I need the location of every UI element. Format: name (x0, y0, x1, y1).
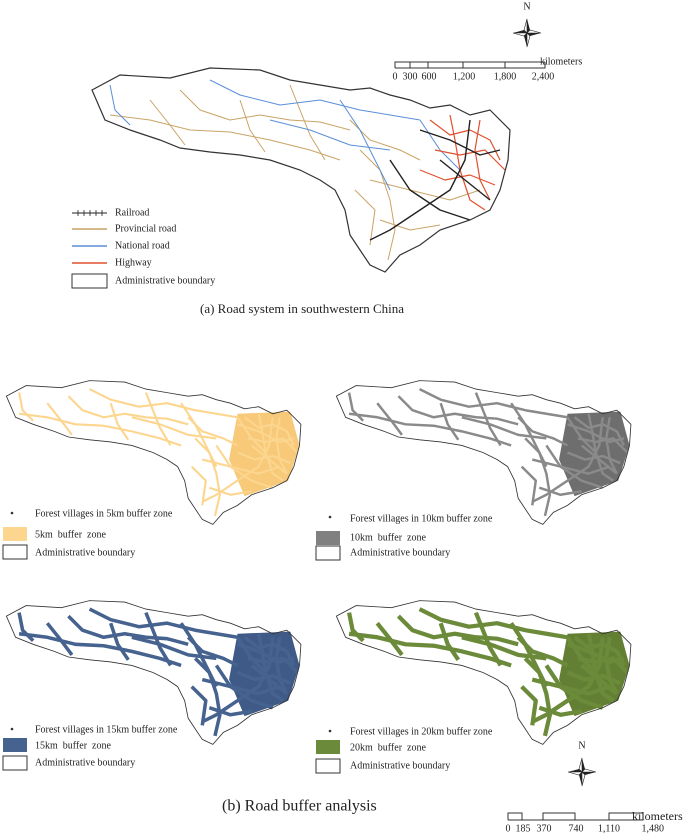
scale-label: 0 (393, 71, 398, 82)
scale-label: 1,480 (642, 823, 665, 834)
buffer-map-20km (335, 600, 632, 745)
legend-boundary-box (71, 273, 108, 289)
scale-unit: kilometers (540, 56, 582, 67)
legend-label: Administrative boundary (115, 275, 215, 286)
legend-label: Railroad (115, 207, 149, 218)
scale-bar (394, 61, 546, 69)
north-label: N (578, 740, 585, 751)
scale-label: 300 (403, 71, 418, 82)
north-arrow (567, 757, 597, 787)
north-label: N (523, 1, 530, 12)
legend-buffer-swatch (316, 740, 340, 754)
legend-buffer-swatch (316, 531, 340, 545)
village-marker (10, 511, 14, 515)
legend-boundary-box (315, 758, 341, 774)
scale-label: 0 (506, 823, 511, 834)
legend-boundary-box (2, 755, 28, 771)
legend-label: Administrative boundary (350, 547, 450, 558)
scale-label: 1,800 (494, 71, 517, 82)
caption: (b) Road buffer analysis (222, 798, 377, 815)
legend-label: 20km buffer zone (350, 742, 426, 753)
village-marker (10, 727, 14, 731)
legend-label: 15km buffer zone (35, 740, 111, 751)
legend-label: National road (115, 240, 170, 251)
legend-boundary-box (315, 545, 341, 561)
legend-label: Highway (115, 257, 152, 268)
north-arrow (512, 18, 542, 48)
caption: (a) Road system in southwestern China (200, 301, 404, 316)
scale-label: 740 (569, 823, 584, 834)
scale-unit: kilometers (632, 809, 683, 823)
legend-label: Forest villages in 20km buffer zone (350, 726, 493, 737)
legend-label: Administrative boundary (35, 547, 135, 558)
scale-label: 185 (516, 823, 531, 834)
buffer-map-5km (5, 380, 302, 525)
legend-label: Forest villages in 15km buffer zone (35, 724, 178, 735)
scale-bar (507, 812, 644, 821)
scale-label: 2,400 (532, 71, 555, 82)
scale-label: 600 (422, 71, 437, 82)
village-marker (328, 515, 332, 519)
buffer-map-15km (5, 600, 302, 745)
legend-label: Administrative boundary (35, 757, 135, 768)
legend-boundary-box (2, 544, 28, 560)
scale-label: 1,200 (453, 71, 476, 82)
village-marker (328, 729, 332, 733)
legend-label: Forest villages in 10km buffer zone (350, 513, 493, 524)
legend-buffer-swatch (3, 738, 27, 752)
legend-buffer-swatch (3, 527, 27, 541)
buffer-map-10km (335, 380, 632, 525)
legend-label: Provincial road (115, 223, 176, 234)
legend-railroad-ticks (77, 210, 103, 216)
scale-label: 1,110 (598, 823, 620, 834)
legend-label: Administrative boundary (350, 760, 450, 771)
scale-label: 370 (537, 823, 552, 834)
legend-label: 10km buffer zone (350, 532, 426, 543)
legend-label: 5km buffer zone (35, 529, 106, 540)
legend-label: Forest villages in 5km buffer zone (35, 508, 173, 519)
